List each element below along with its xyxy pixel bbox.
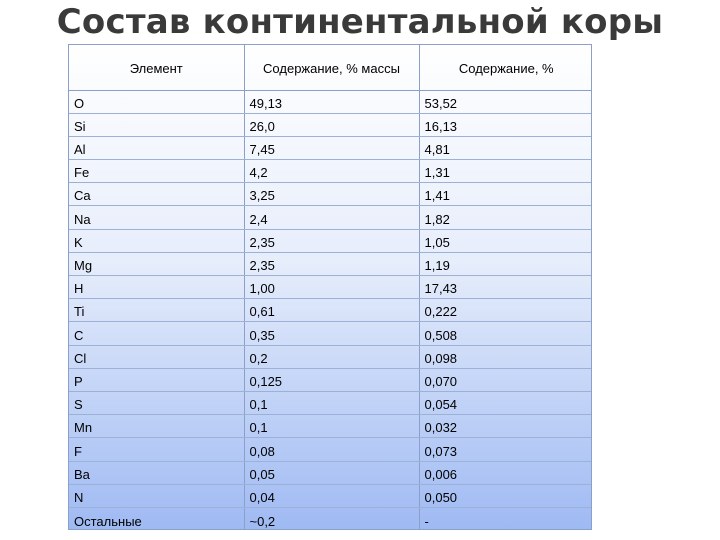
cell-element: Fe <box>69 159 245 184</box>
table-row: Si 26,0 16,13 <box>69 113 591 137</box>
table-row: C 0,35 0,508 <box>69 321 591 346</box>
cell-mass-percent: 0,05 <box>244 461 420 485</box>
cell-element: O <box>69 90 245 114</box>
table-row: F 0,08 0,073 <box>69 437 591 462</box>
header-mass-percent: Содержание, % массы <box>244 45 420 91</box>
table-row: Ba 0,05 0,006 <box>69 461 591 485</box>
table-row: O 49,13 53,52 <box>69 90 591 114</box>
table-row: K 2,35 1,05 <box>69 229 591 253</box>
cell-element: F <box>69 437 245 462</box>
table-row: Fe 4,2 1,31 <box>69 159 591 184</box>
cell-element: S <box>69 391 245 416</box>
cell-element: K <box>69 229 245 253</box>
table-row: Al 7,45 4,81 <box>69 136 591 161</box>
cell-mass-percent: ~0,2 <box>244 507 420 529</box>
header-element: Элемент <box>69 45 245 91</box>
cell-element: Ca <box>69 182 245 207</box>
table-body: O 49,13 53,52 Si 26,0 16,13 Al 7,45 4,81 Fe 4,2 1,3… <box>69 90 591 529</box>
table-row: N 0,04 0,050 <box>69 484 591 508</box>
table-row: Ca 3,25 1,41 <box>69 182 591 207</box>
cell-mass-percent: 0,08 <box>244 437 420 462</box>
table-row: S 0,1 0,054 <box>69 391 591 416</box>
cell-percent: 1,05 <box>419 229 591 253</box>
cell-mass-percent: 0,2 <box>244 345 420 369</box>
cell-percent: 0,050 <box>419 484 591 508</box>
cell-percent: 0,098 <box>419 345 591 369</box>
cell-percent: 0,222 <box>419 298 591 323</box>
cell-element: P <box>69 368 245 392</box>
cell-mass-percent: 3,25 <box>244 182 420 207</box>
table-row: Na 2,4 1,82 <box>69 205 591 230</box>
cell-mass-percent: 0,61 <box>244 298 420 323</box>
cell-percent: 16,13 <box>419 113 591 137</box>
cell-percent: 4,81 <box>419 136 591 161</box>
cell-percent: 1,19 <box>419 252 591 277</box>
cell-percent: 53,52 <box>419 90 591 114</box>
cell-mass-percent: 2,4 <box>244 205 420 230</box>
cell-mass-percent: 4,2 <box>244 159 420 184</box>
cell-element: C <box>69 321 245 346</box>
cell-element: Si <box>69 113 245 137</box>
cell-percent: 1,41 <box>419 182 591 207</box>
table-header: Элемент Содержание, % массы Содержание, … <box>69 45 591 91</box>
cell-percent: 1,31 <box>419 159 591 184</box>
cell-percent: 0,073 <box>419 437 591 462</box>
cell-element: N <box>69 484 245 508</box>
cell-percent: 1,82 <box>419 205 591 230</box>
cell-mass-percent: 49,13 <box>244 90 420 114</box>
cell-mass-percent: 2,35 <box>244 252 420 277</box>
cell-element: Ba <box>69 461 245 485</box>
cell-mass-percent: 0,35 <box>244 321 420 346</box>
cell-percent: 0,054 <box>419 391 591 416</box>
composition-table: Элемент Содержание, % массы Содержание, … <box>68 44 592 530</box>
cell-percent: 0,508 <box>419 321 591 346</box>
cell-percent: 0,032 <box>419 414 591 439</box>
cell-mass-percent: 7,45 <box>244 136 420 161</box>
table-row: H 1,00 17,43 <box>69 275 591 300</box>
cell-element: H <box>69 275 245 300</box>
cell-mass-percent: 1,00 <box>244 275 420 300</box>
cell-element: Mn <box>69 414 245 439</box>
page-title: Состав континентальной коры <box>56 2 664 42</box>
table-row: P 0,125 0,070 <box>69 368 591 392</box>
cell-mass-percent: 0,04 <box>244 484 420 508</box>
cell-mass-percent: 26,0 <box>244 113 420 137</box>
cell-mass-percent: 0,1 <box>244 391 420 416</box>
header-row: Элемент Содержание, % массы Содержание, … <box>69 45 591 91</box>
cell-mass-percent: 0,1 <box>244 414 420 439</box>
cell-percent: 0,006 <box>419 461 591 485</box>
table-row: Mg 2,35 1,19 <box>69 252 591 277</box>
cell-percent: - <box>424 513 429 529</box>
table-row: Ti 0,61 0,222 <box>69 298 591 323</box>
header-percent: Содержание, % <box>419 45 591 91</box>
cell-element: Cl <box>69 345 245 369</box>
table-row: Mn 0,1 0,032 <box>69 414 591 439</box>
cell-percent: 0,070 <box>419 368 591 392</box>
cell-mass-percent: 0,125 <box>244 368 420 392</box>
cell-percent: 17,43 <box>419 275 591 300</box>
cell-element: Na <box>69 205 245 230</box>
table-row: Cl 0,2 0,098 <box>69 345 591 369</box>
cell-element: Mg <box>69 252 245 277</box>
table-row: Остальные ~0,2- <box>69 507 591 529</box>
cell-element: Al <box>69 136 245 161</box>
data-table: Элемент Содержание, % массы Содержание, … <box>69 45 591 529</box>
cell-mass-percent: 2,35 <box>244 229 420 253</box>
cell-element: Остальные <box>69 507 245 529</box>
cell-element: Ti <box>69 298 245 323</box>
